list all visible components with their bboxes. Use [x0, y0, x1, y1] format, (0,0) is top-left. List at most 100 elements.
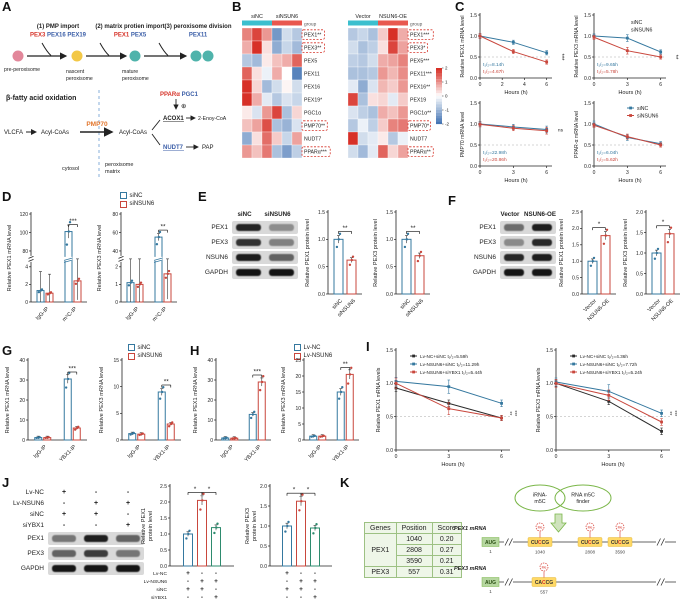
blot-band — [116, 535, 140, 542]
svg-text:(2) matrix protien import: (2) matrix protien import — [95, 24, 164, 30]
panel-i-rescue-decay: I 0.0 0.5 1.0 1.5 0 3 6 Hours (h) Relative PEX1 … — [366, 340, 684, 478]
line-chart: 0.0 0.5 1.0 1.5 0 3 6 Hours (h) PMP70 mRNA level… — [460, 101, 564, 184]
panel-d-label: D — [2, 189, 12, 204]
svg-text:1.0: 1.0 — [546, 381, 553, 387]
svg-text:PEX3*: PEX3* — [410, 46, 425, 52]
svg-text:-: - — [215, 570, 217, 577]
data-series — [554, 377, 663, 435]
svg-text:mature: mature — [122, 69, 138, 75]
svg-text:Relative PEX3 mRNA level: Relative PEX3 mRNA level — [574, 16, 580, 78]
svg-text:nascent: nascent — [66, 69, 85, 75]
bar-chart: 0 2 4 80 100 120 IgG-IP m⁵C-IP *** Relative PEX1 … — [7, 212, 87, 323]
svg-text:siNC: siNC — [251, 14, 263, 20]
bars — [333, 232, 357, 295]
svg-text:siNSUN6: siNSUN6 — [276, 14, 298, 20]
svg-text:PPAR-α mRNA level: PPAR-α mRNA level — [574, 111, 580, 158]
svg-text:0.0: 0.0 — [636, 292, 643, 298]
legend-swatch — [128, 344, 135, 351]
svg-text:PEX5: PEX5 — [304, 59, 317, 65]
svg-text:cytosol: cytosol — [62, 166, 79, 172]
svg-text:PEX3 PEX16 PEX19: PEX3 PEX16 PEX19 — [30, 33, 87, 39]
svg-text:t₁/₂=22.98h: t₁/₂=22.98h — [483, 150, 507, 156]
blot-band — [269, 239, 294, 246]
blot-band — [84, 535, 108, 542]
svg-text:*: * — [208, 486, 211, 493]
svg-text:⊕: ⊕ — [181, 103, 187, 110]
svg-text:YBX1-IP: YBX1-IP — [153, 444, 172, 463]
svg-text:Relative PEX3 mRNA level: Relative PEX3 mRNA level — [97, 225, 103, 292]
svg-text:1.0: 1.0 — [386, 381, 393, 387]
svg-text:***: *** — [69, 218, 77, 225]
svg-text:PGC1α**: PGC1α** — [410, 111, 431, 117]
pathway-diagram: (1) PMP import PEX3 PEX16 PEX19 (2) matrix… — [4, 24, 232, 178]
svg-text:**: ** — [410, 225, 416, 232]
svg-text:0: 0 — [593, 170, 596, 176]
svg-text:Vector: Vector — [355, 14, 370, 20]
blot-band — [531, 224, 553, 231]
svg-text:PMP70*: PMP70* — [410, 124, 429, 130]
svg-text:PEX1 PEX5: PEX1 PEX5 — [114, 33, 147, 39]
svg-text:siNC: siNC — [637, 106, 648, 112]
panel-f-overexpression-blot: F Vector NSUN6-OE PEX1 PEX3 NSUN6 GAPDH 0.0 0.5… — [444, 190, 684, 344]
svg-text:Me: Me — [618, 526, 623, 530]
line-chart: 0.0 0.5 1.0 1.5 0 3 6 Hours (h) Relative PEX3 mR… — [574, 13, 678, 96]
panel-k-m5c-sites: K Genes Position Score PEX1 1040 0.20 2808 0.27… — [340, 476, 684, 608]
svg-text:iRNA-: iRNA- — [533, 493, 547, 499]
condition-sign: - — [126, 489, 130, 496]
svg-text:0: 0 — [593, 82, 596, 88]
svg-text:0: 0 — [479, 170, 482, 176]
svg-text:0.5: 0.5 — [546, 414, 553, 420]
svg-text:4: 4 — [25, 265, 28, 271]
svg-text:IgG-IP: IgG-IP — [220, 444, 236, 460]
svg-text:***: *** — [558, 53, 564, 61]
legend-swatch — [120, 200, 127, 208]
panel-i-label: I — [366, 339, 370, 354]
svg-text:0: 0 — [555, 454, 558, 460]
table-row: PEX3 557 0.31 — [364, 566, 462, 578]
bars — [282, 493, 320, 567]
svg-text:0.5: 0.5 — [470, 55, 477, 61]
svg-text:557: 557 — [540, 590, 548, 595]
svg-text:2.0: 2.0 — [160, 500, 167, 506]
svg-text:(1) PMP import: (1) PMP import — [37, 24, 79, 30]
svg-text:**: ** — [506, 411, 512, 415]
svg-text:1.0: 1.0 — [160, 532, 167, 538]
svg-text:m⁵C-IP: m⁵C-IP — [151, 305, 169, 323]
svg-text:(3) peroxisome division: (3) peroxisome division — [164, 24, 231, 30]
svg-text:1.0: 1.0 — [260, 524, 267, 530]
svg-text:1.0: 1.0 — [470, 34, 477, 40]
svg-text:1: 1 — [489, 549, 492, 554]
condition-sign: + — [125, 522, 131, 529]
svg-text:Relative PEX1 protein level: Relative PEX1 protein level — [305, 219, 311, 287]
svg-text:1.5: 1.5 — [386, 348, 393, 354]
svg-text:-: - — [314, 586, 316, 593]
legend-item: Lv-NC — [294, 344, 332, 351]
svg-text:finder: finder — [576, 499, 589, 505]
svg-text:10: 10 — [19, 418, 25, 424]
svg-text:PPARα**: PPARα** — [410, 150, 431, 156]
panel-a-peroxisome-pathway: A (1) PMP import PEX3 PEX16 PEX19 (2) matr… — [2, 0, 232, 190]
svg-text:0.0: 0.0 — [386, 292, 393, 298]
svg-text:Hours (h): Hours (h) — [618, 178, 641, 184]
bars — [651, 226, 675, 295]
svg-text:2.0: 2.0 — [572, 226, 579, 232]
svg-text:t₁/₂=9.65h: t₁/₂=9.65h — [597, 62, 618, 68]
legend-swatch — [128, 352, 135, 360]
legend-swatch — [294, 344, 301, 351]
svg-text:AUG: AUG — [485, 540, 496, 546]
svg-text:0.5: 0.5 — [572, 275, 579, 281]
panel-g-content: siNC siNSUN6 0 10 20 30 40 IgG-IP YBX1-IP *** Rela… — [2, 344, 190, 476]
svg-text:Relative PEX3 mRNA level: Relative PEX3 mRNA level — [99, 367, 105, 434]
svg-text:**: ** — [342, 225, 348, 232]
svg-text:Relative PEX1: Relative PEX1 — [141, 508, 147, 544]
svg-text:+: + — [186, 586, 190, 593]
blot-band — [269, 269, 294, 276]
blot-band — [84, 550, 108, 557]
svg-text:0: 0 — [116, 438, 119, 444]
svg-text:1.5: 1.5 — [546, 348, 553, 354]
panel-c-label: C — [455, 0, 465, 14]
svg-text:NUDT7: NUDT7 — [304, 137, 321, 143]
data-series — [394, 377, 503, 421]
